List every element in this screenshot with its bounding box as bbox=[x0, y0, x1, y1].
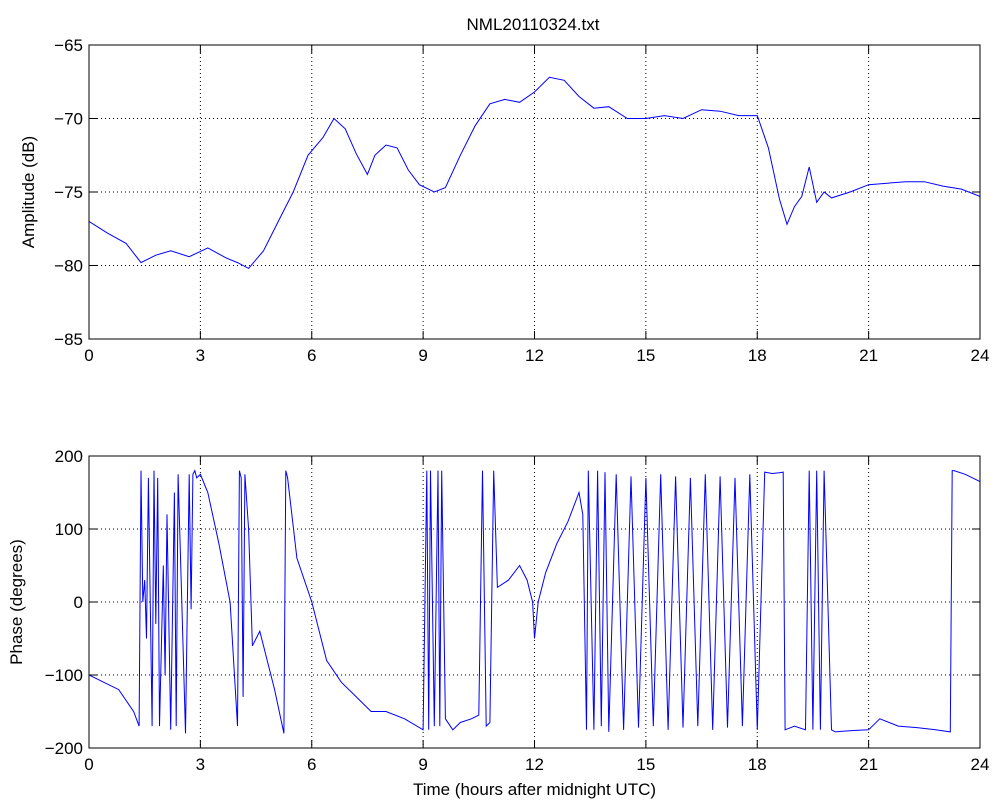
amplitude-x-tick-label: 15 bbox=[636, 346, 655, 365]
phase-x-tick-label: 18 bbox=[748, 755, 767, 774]
phase-y-tick-label: −100 bbox=[45, 666, 83, 685]
amplitude-x-tick-label: 0 bbox=[84, 346, 93, 365]
amplitude-x-tick-label: 6 bbox=[307, 346, 316, 365]
amplitude-y-tick-label: −70 bbox=[54, 110, 83, 129]
phase-x-tick-label: 0 bbox=[84, 755, 93, 774]
phase-y-tick-label: −200 bbox=[45, 739, 83, 758]
amplitude-plot: 0 3 6 9 12 15 18 21 24 −85 −80 −75 −70 −65 Amplitude (… bbox=[19, 36, 989, 365]
phase-x-tick-label: 6 bbox=[307, 755, 316, 774]
phase-plot: 0 3 6 9 12 15 18 21 24 −200 −100 0 100 200 Phase (degr… bbox=[7, 447, 989, 799]
amplitude-y-tick-label: −80 bbox=[54, 257, 83, 276]
phase-series-line bbox=[89, 469, 980, 734]
phase-x-axis-label: Time (hours after midnight UTC) bbox=[413, 780, 656, 799]
chart-title: NML20110324.txt bbox=[467, 15, 600, 34]
phase-y-tick-label: 200 bbox=[55, 447, 83, 466]
amplitude-x-tick-label: 18 bbox=[748, 346, 767, 365]
amplitude-series-line bbox=[89, 76, 980, 270]
phase-x-tick-label: 24 bbox=[971, 755, 990, 774]
amplitude-y-tick-label: −85 bbox=[54, 330, 83, 349]
phase-y-axis-label: Phase (degrees) bbox=[7, 539, 26, 665]
amplitude-x-tick-label: 21 bbox=[859, 346, 878, 365]
phase-x-tick-label: 9 bbox=[418, 755, 427, 774]
phase-x-tick-label: 15 bbox=[636, 755, 655, 774]
amplitude-y-tick-label: −65 bbox=[54, 36, 83, 55]
amplitude-x-tick-label: 3 bbox=[196, 346, 205, 365]
phase-x-tick-label: 3 bbox=[196, 755, 205, 774]
phase-y-tick-label: 100 bbox=[55, 520, 83, 539]
amplitude-x-tick-label: 9 bbox=[418, 346, 427, 365]
amplitude-x-tick-label: 12 bbox=[525, 346, 544, 365]
amplitude-x-tick-label: 24 bbox=[971, 346, 990, 365]
phase-x-tick-label: 12 bbox=[525, 755, 544, 774]
phase-x-tick-label: 21 bbox=[859, 755, 878, 774]
amplitude-y-tick-label: −75 bbox=[54, 183, 83, 202]
phase-y-tick-label: 0 bbox=[74, 593, 83, 612]
amplitude-y-axis-label: Amplitude (dB) bbox=[19, 136, 38, 248]
